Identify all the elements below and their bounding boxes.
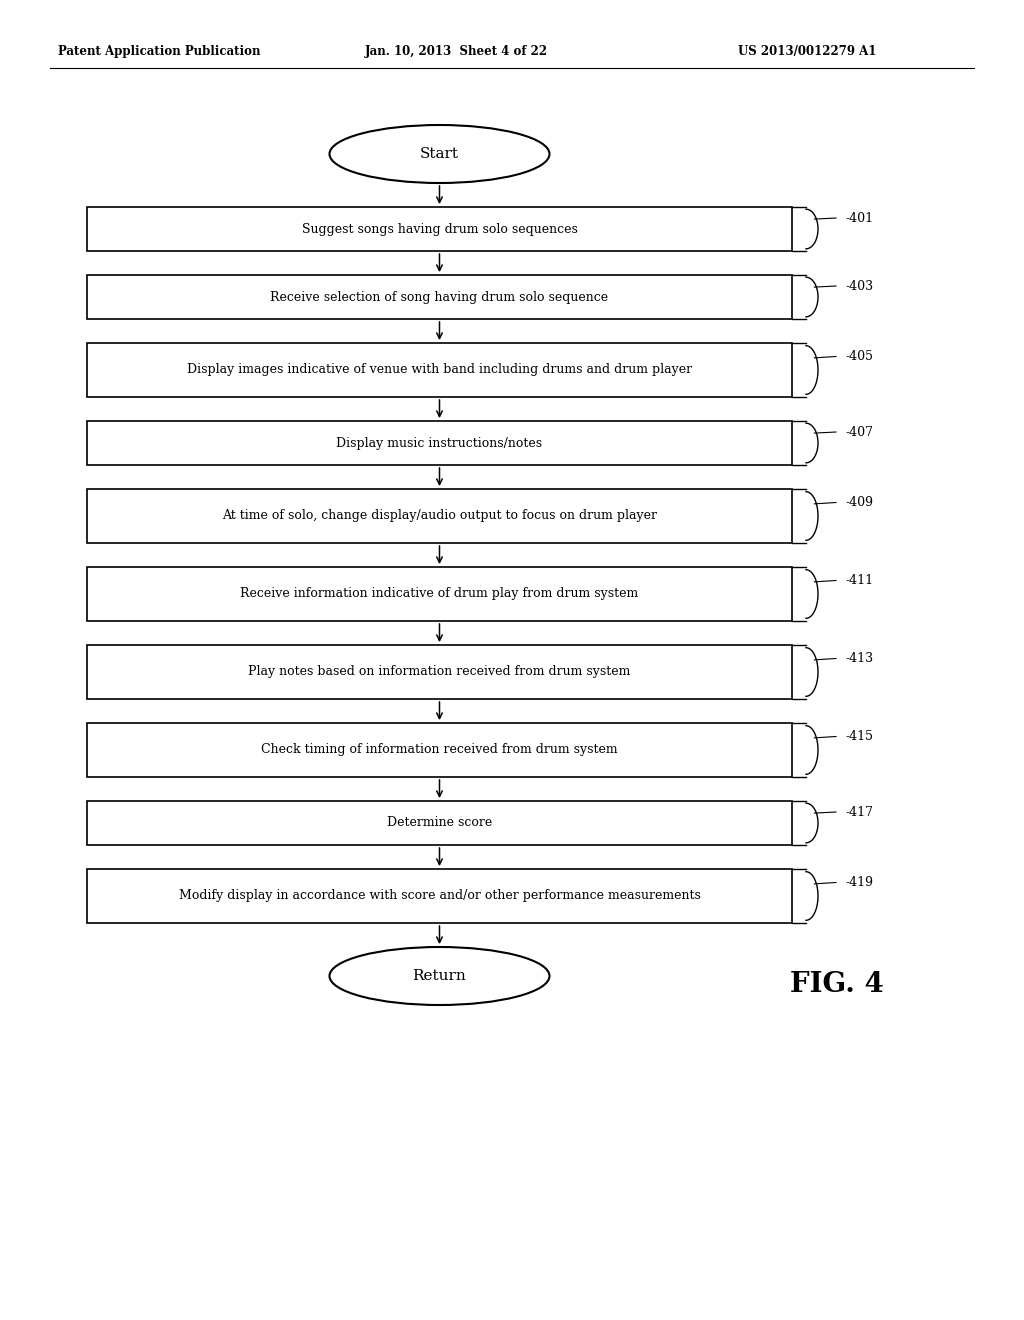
Bar bbox=[87, 488, 792, 543]
Text: -411: -411 bbox=[846, 574, 874, 587]
Text: Suggest songs having drum solo sequences: Suggest songs having drum solo sequences bbox=[301, 223, 578, 235]
Text: -401: -401 bbox=[846, 211, 874, 224]
Text: Start: Start bbox=[420, 147, 459, 161]
Text: Display music instructions/notes: Display music instructions/notes bbox=[337, 437, 543, 450]
Text: Receive information indicative of drum play from drum system: Receive information indicative of drum p… bbox=[241, 587, 639, 601]
Bar bbox=[87, 343, 792, 397]
Text: Play notes based on information received from drum system: Play notes based on information received… bbox=[248, 665, 631, 678]
Text: -413: -413 bbox=[846, 652, 874, 665]
Text: Patent Application Publication: Patent Application Publication bbox=[58, 45, 260, 58]
Text: -419: -419 bbox=[846, 876, 874, 888]
Bar bbox=[87, 421, 792, 465]
Bar bbox=[87, 207, 792, 251]
Text: -405: -405 bbox=[846, 350, 874, 363]
Text: Modify display in accordance with score and/or other performance measurements: Modify display in accordance with score … bbox=[178, 890, 700, 903]
Bar bbox=[87, 723, 792, 777]
Text: FIG. 4: FIG. 4 bbox=[790, 972, 884, 998]
Text: -407: -407 bbox=[846, 425, 874, 438]
Text: Jan. 10, 2013  Sheet 4 of 22: Jan. 10, 2013 Sheet 4 of 22 bbox=[365, 45, 548, 58]
Text: US 2013/0012279 A1: US 2013/0012279 A1 bbox=[738, 45, 877, 58]
Bar bbox=[87, 275, 792, 319]
Text: Display images indicative of venue with band including drums and drum player: Display images indicative of venue with … bbox=[187, 363, 692, 376]
Text: -415: -415 bbox=[846, 730, 874, 743]
Text: Receive selection of song having drum solo sequence: Receive selection of song having drum so… bbox=[270, 290, 608, 304]
Text: -403: -403 bbox=[846, 280, 874, 293]
Text: -409: -409 bbox=[846, 496, 874, 510]
Bar bbox=[87, 568, 792, 620]
Bar bbox=[87, 869, 792, 923]
Text: Determine score: Determine score bbox=[387, 817, 493, 829]
Text: At time of solo, change display/audio output to focus on drum player: At time of solo, change display/audio ou… bbox=[222, 510, 657, 523]
Text: -417: -417 bbox=[846, 805, 874, 818]
Text: Check timing of information received from drum system: Check timing of information received fro… bbox=[261, 743, 617, 756]
Ellipse shape bbox=[330, 946, 550, 1005]
Bar bbox=[87, 801, 792, 845]
Ellipse shape bbox=[330, 125, 550, 183]
Bar bbox=[87, 645, 792, 700]
Text: Return: Return bbox=[413, 969, 466, 983]
